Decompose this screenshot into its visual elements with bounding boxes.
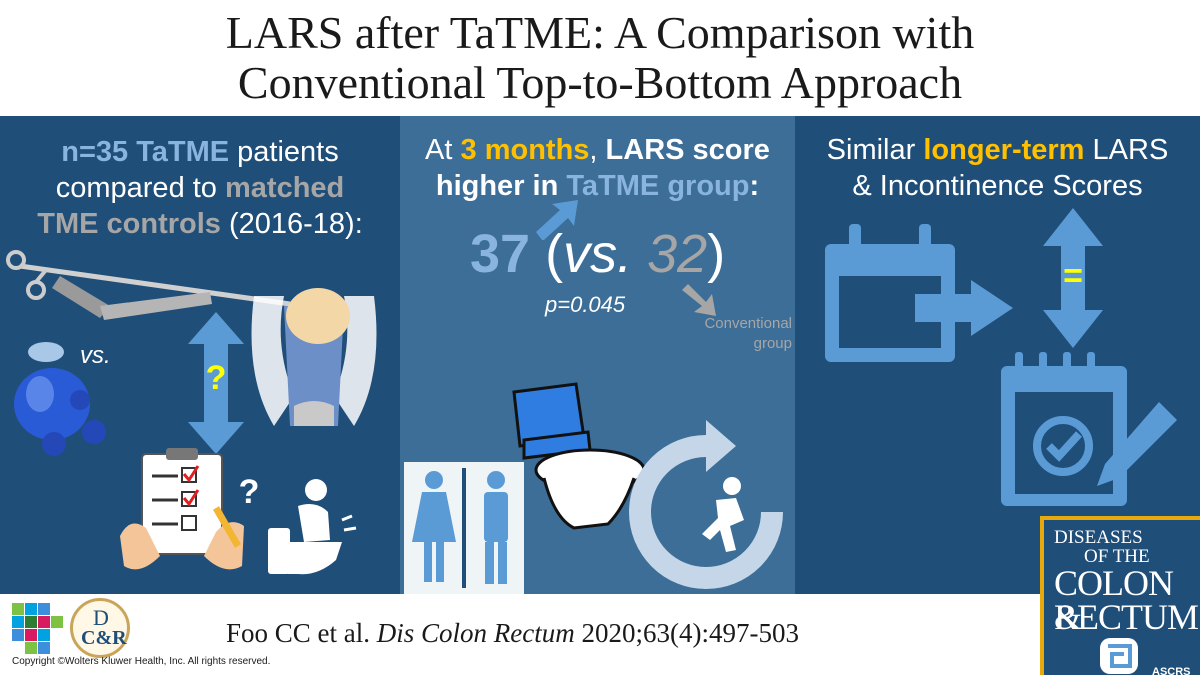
dcr-seal-logo: D C&R — [70, 598, 130, 658]
left-text-years: (2016-18): — [220, 208, 363, 240]
journal-logo-line-3: COLON & — [1054, 563, 1174, 637]
score-comparison: 37 (vs. 32) — [470, 224, 725, 284]
score-close-paren: ) — [707, 224, 726, 284]
title-line-1: LARS after TaTME: A Comparison with — [225, 7, 975, 58]
question-mark-2: ? — [238, 473, 260, 511]
left-text-compared: compared to — [55, 172, 225, 204]
conv-line-2: group — [753, 335, 792, 352]
left-text-controls: TME controls — [37, 208, 221, 240]
calendar-forward-icon — [825, 224, 1013, 362]
equals-sign: = — [1063, 257, 1083, 295]
dcr-seal-d: D — [93, 605, 109, 630]
patient-count: n=35 TaTME — [61, 136, 230, 168]
checklist-icon — [120, 448, 244, 570]
conv-line-1: Conventional — [704, 315, 792, 332]
citation-authors: Foo CC et al. — [226, 618, 377, 648]
right-panel: Similar longer-term LARS & Incontinence … — [795, 116, 1200, 594]
score-open-paren: ( — [530, 224, 564, 284]
person-on-toilet-icon — [268, 479, 357, 575]
score-vs: vs. — [563, 224, 633, 284]
middle-panel: At 3 months, LARS score higher in TaTME … — [400, 116, 795, 594]
arrow-up-right-icon — [536, 200, 578, 240]
journal-logo-line-4: RECTUM — [1054, 597, 1199, 637]
wolters-kluwer-logo — [12, 603, 63, 654]
right-panel-text: Similar longer-term LARS & Incontinence … — [795, 132, 1200, 204]
right-text-similar: Similar — [826, 134, 924, 166]
conventional-group-label: Conventional group — [682, 314, 792, 354]
conventional-score: 32 — [647, 224, 708, 284]
right-text-lars: LARS — [1084, 134, 1169, 166]
left-panel: n=35 TaTME patients compared to matched … — [0, 116, 400, 594]
calendar-check-pencil-icon — [1001, 352, 1177, 506]
copyright-notice: Copyright ©Wolters Kluwer Health, Inc. A… — [12, 656, 271, 667]
citation-reference: 2020;63(4):497-503 — [574, 618, 799, 648]
laparoscopic-instrument-icon — [6, 250, 291, 320]
colon-icon — [1100, 638, 1138, 674]
mid-panel-text: At 3 months, LARS score higher in TaTME … — [400, 132, 795, 204]
arrow-down-right-icon — [682, 284, 716, 316]
left-vs-label: vs. — [80, 342, 111, 369]
left-text-matched: matched — [225, 172, 345, 204]
title-line-2: Conventional Top-to-Bottom Approach — [237, 57, 963, 108]
citation-journal: Dis Colon Rectum — [376, 618, 575, 648]
ascrs-label: ASCRS — [1152, 666, 1191, 675]
equal-double-arrow-icon — [1043, 208, 1103, 348]
journal-logo-line-2: OF THE — [1084, 546, 1150, 567]
rectum-anatomy-icon — [251, 288, 377, 426]
page-title: LARS after TaTME: A Comparison with Conv… — [0, 2, 1200, 112]
tatme-score: 37 — [470, 224, 531, 284]
p-value: p=0.045 — [545, 292, 626, 317]
journal-logo: DISEASES OF THE COLON & RECTUM ASCRS — [1040, 516, 1200, 675]
mid-text-at: At — [425, 134, 461, 166]
mid-text-comma: , — [589, 134, 606, 166]
mid-text-months: 3 months — [460, 134, 590, 166]
journal-logo-line-1: DISEASES — [1054, 527, 1143, 548]
mid-text-lars: LARS score — [605, 134, 770, 166]
mid-text-colon: : — [749, 170, 760, 202]
citation: Foo CC et al. Dis Colon Rectum 2020;63(4… — [226, 618, 799, 649]
mid-text-group: TaTME group — [566, 170, 750, 202]
restroom-sign-icon — [404, 462, 524, 594]
transanal-port-icon — [14, 342, 106, 456]
right-text-longer: longer-term — [923, 134, 1085, 166]
mid-text-higher: higher in — [435, 170, 567, 202]
question-mark: ? — [205, 359, 227, 397]
score-space — [632, 224, 647, 284]
toilet-icon — [512, 382, 646, 530]
comparison-double-arrow-icon — [188, 312, 244, 454]
right-text-incontinence: & Incontinence Scores — [852, 170, 1143, 202]
left-panel-text: n=35 TaTME patients compared to matched … — [0, 134, 400, 242]
running-person-circular-arrow-icon — [629, 420, 783, 589]
left-text-patients: patients — [229, 136, 339, 168]
dcr-seal-cr: C&R — [81, 627, 127, 649]
